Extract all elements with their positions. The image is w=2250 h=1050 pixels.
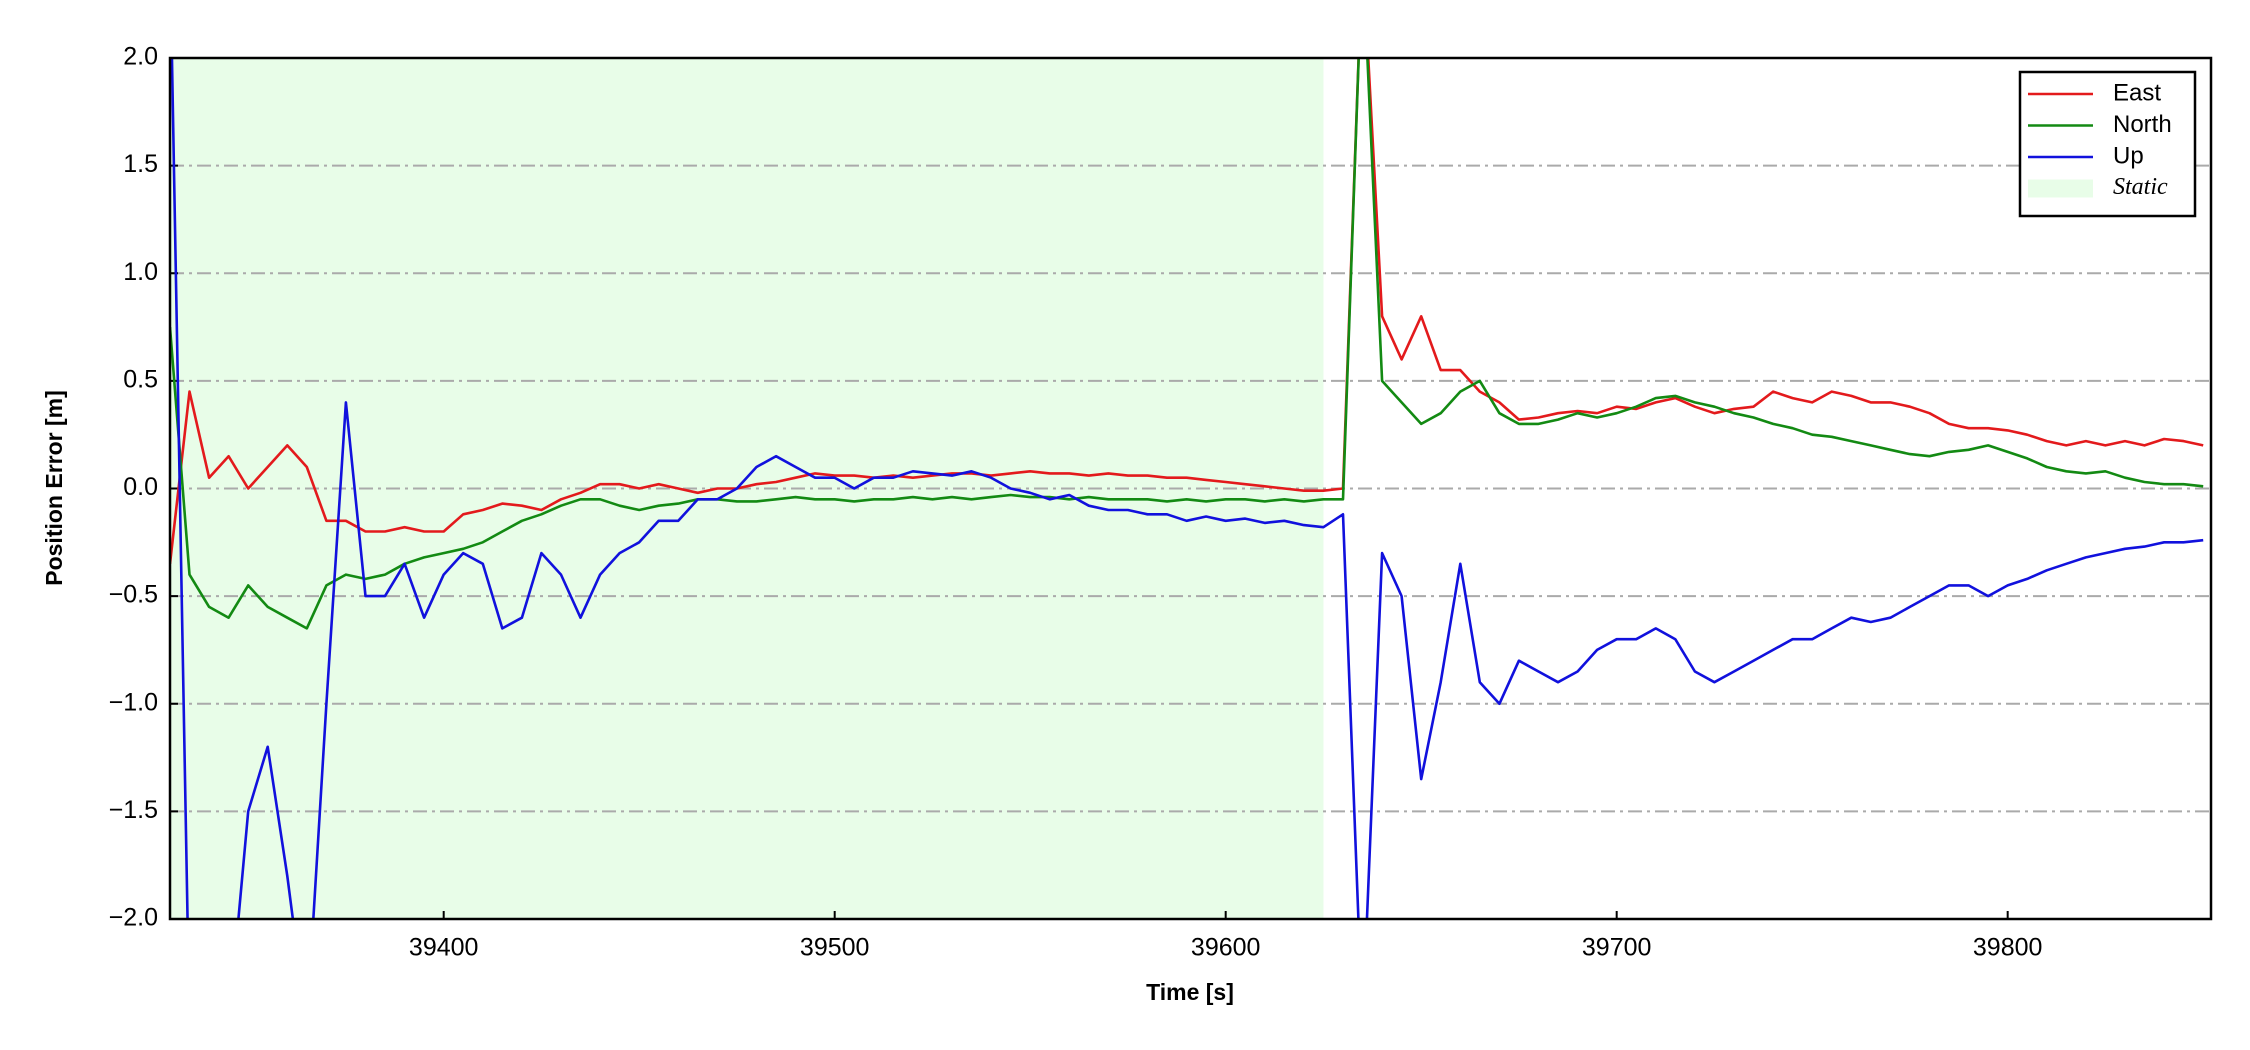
x-tick-label: 39500 — [800, 934, 870, 962]
legend-label: North — [2113, 111, 2172, 138]
x-tick-label: 39600 — [1191, 934, 1261, 962]
plot-frame — [168, 56, 2213, 921]
legend-label: Up — [2113, 142, 2144, 169]
y-tick-label: −1.0 — [109, 688, 158, 716]
series-line — [170, 58, 2204, 919]
y-tick-label: −0.5 — [109, 581, 158, 609]
y-tick-label: 1.0 — [123, 258, 158, 286]
series-line — [170, 58, 2204, 564]
legend-swatch — [2028, 179, 2093, 198]
y-tick-label: −1.5 — [109, 796, 158, 824]
y-axis-label: Position Error [m] — [41, 390, 67, 586]
y-tick-label: 0.0 — [123, 473, 158, 501]
x-tick-label: 39800 — [1973, 934, 2043, 962]
y-tick-label: 2.0 — [123, 43, 158, 71]
x-axis-label: Time [s] — [1146, 979, 1234, 1005]
x-tick-label: 39400 — [409, 934, 479, 962]
legend-label: Static — [2113, 174, 2168, 200]
y-tick-label: 1.5 — [123, 150, 158, 178]
y-tick-label: −2.0 — [109, 904, 158, 932]
y-tick-label: 0.5 — [123, 365, 158, 393]
plot-lines — [170, 58, 2204, 919]
series-line — [170, 58, 2204, 630]
x-tick-label: 39700 — [1582, 934, 1652, 962]
legend-label: East — [2113, 79, 2161, 106]
